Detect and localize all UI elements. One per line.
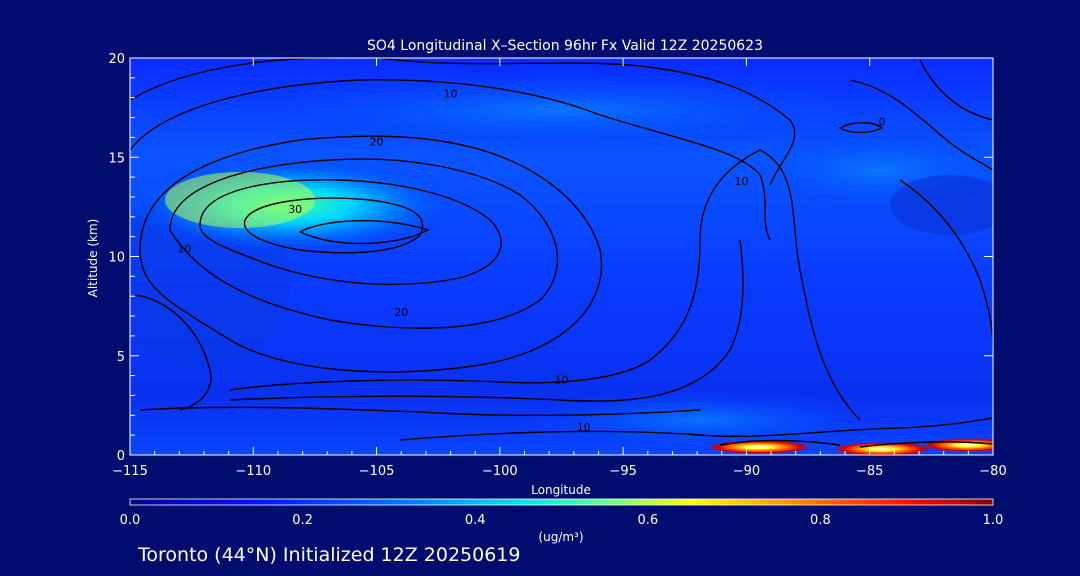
contour-line — [919, 59, 993, 121]
contour-line — [719, 439, 993, 448]
hotspot-mark — [832, 442, 932, 455]
contour-line — [134, 294, 212, 411]
contour-line — [838, 122, 884, 134]
x-axis: −115 −110 −105 −100 −95 −90 −85 −80 — [112, 58, 1007, 479]
contour-label: 30 — [288, 203, 302, 216]
colorbar-label: (ug/m³) — [538, 530, 583, 544]
colorbar — [129, 498, 994, 506]
contour-label: 20 — [370, 135, 384, 148]
contour-line — [139, 406, 701, 417]
x-tick-label: −80 — [979, 464, 1006, 479]
contour-line — [298, 220, 430, 245]
hotspot-mark — [921, 438, 993, 453]
y-axis: 0 5 10 15 20 — [108, 52, 993, 464]
y-tick-label: 10 — [108, 251, 125, 266]
x-tick-label: −115 — [112, 464, 148, 479]
x-tick-label: −105 — [359, 464, 395, 479]
contour-line — [849, 79, 993, 171]
contour-line — [899, 179, 993, 351]
colorbar-tick-label: 0.6 — [637, 513, 658, 528]
y-tick-label: 20 — [108, 52, 125, 67]
x-tick-label: −100 — [482, 464, 518, 479]
chart-subtitle: Toronto (44°N) Initialized 12Z 20250619 — [137, 544, 521, 566]
contour-line — [130, 58, 796, 186]
contour-lines — [130, 58, 993, 448]
contour-labels: 10 20 10 30 20 10 10 0 10 — [177, 88, 885, 434]
contour-line — [199, 179, 502, 286]
contour-line — [243, 197, 424, 254]
contour-line — [759, 149, 861, 421]
contour-line — [229, 149, 761, 391]
x-tick-label: −110 — [235, 464, 271, 479]
colorbar-tick-label: 0.0 — [120, 513, 141, 528]
colorbar-tick-label: 0.8 — [810, 513, 831, 528]
x-tick-label: −95 — [609, 464, 636, 479]
contour-label: 10 — [555, 374, 569, 387]
y-tick-label: 15 — [108, 151, 125, 166]
contour-label: 0 — [879, 115, 886, 128]
colorbar-tick-label: 0.4 — [465, 513, 486, 528]
contour-label: 10 — [734, 175, 748, 188]
y-tick-label: 5 — [117, 350, 125, 365]
contour-line — [139, 135, 603, 373]
contour-line — [229, 239, 744, 402]
contour-line — [169, 158, 559, 329]
contour-label: 10 — [444, 88, 458, 101]
y-axis-label: Altitude (km) — [86, 219, 100, 298]
contour-label: 10 — [577, 421, 591, 434]
contour-line — [399, 417, 993, 441]
contour-line — [130, 79, 771, 241]
y-tick-label: 0 — [117, 449, 125, 464]
colorbar-tick-label: 1.0 — [983, 513, 1004, 528]
contour-label: 10 — [177, 243, 191, 256]
colorbar-tick-label: 0.2 — [292, 513, 313, 528]
chart-title: SO4 Longitudinal X–Section 96hr Fx Valid… — [367, 38, 763, 54]
contour-label: 20 — [394, 306, 408, 319]
x-tick-label: −85 — [856, 464, 883, 479]
colorbar-ticks: 0.0 0.2 0.4 0.6 0.8 1.0 — [120, 513, 1004, 528]
x-axis-label: Longitude — [531, 483, 591, 497]
x-tick-label: −90 — [733, 464, 760, 479]
